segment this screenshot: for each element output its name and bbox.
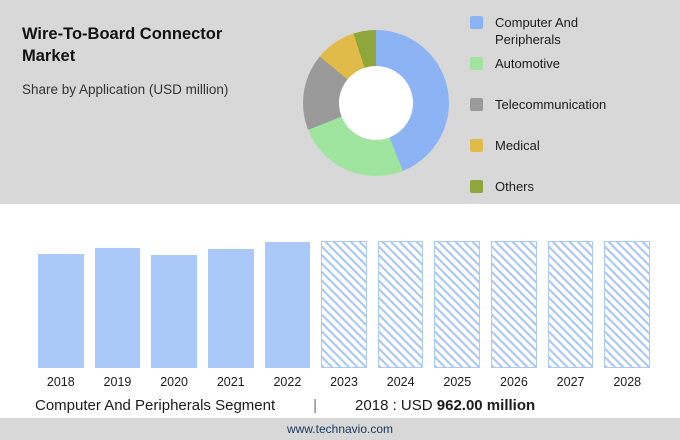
bar-2019 bbox=[94, 248, 141, 368]
page-title: Wire-To-Board Connector Market bbox=[22, 25, 223, 65]
legend-label: Others bbox=[495, 179, 535, 194]
caption-value-group: 2018 : USD 962.00 million bbox=[355, 397, 535, 414]
bar-column-2027: 2027 bbox=[547, 238, 594, 389]
legend-swatch bbox=[470, 57, 483, 70]
legend-label: Telecommunication bbox=[495, 97, 607, 112]
caption-separator: | bbox=[313, 396, 318, 414]
x-tick-2022: 2022 bbox=[273, 375, 302, 389]
footer: www.technavio.com bbox=[0, 418, 680, 440]
bar-column-2023: 2023 bbox=[321, 238, 367, 389]
bar-column-2021: 2021 bbox=[207, 238, 254, 389]
legend-swatch bbox=[470, 180, 483, 193]
bar-column-2026: 2026 bbox=[491, 238, 537, 389]
legend-item-computer-and-peripherals: Computer And Peripherals bbox=[470, 15, 625, 56]
header-panel: Wire-To-Board Connector Market Share by … bbox=[0, 0, 680, 204]
bar-2026 bbox=[491, 240, 537, 368]
legend-label: Medical bbox=[495, 138, 540, 153]
bar-2027 bbox=[547, 240, 594, 368]
bar-2028 bbox=[604, 240, 651, 368]
footer-url: www.technavio.com bbox=[286, 422, 394, 436]
bar-2022 bbox=[264, 241, 311, 368]
x-tick-2020: 2020 bbox=[160, 375, 188, 389]
legend-swatch bbox=[470, 98, 483, 111]
bar-2023 bbox=[321, 240, 367, 368]
bar-chart: 2018 2019 2020 2021 2022 2023 2024 2025 2026 2027… bbox=[38, 238, 651, 389]
caption-bar: Computer And Peripherals Segment | 2018 … bbox=[0, 392, 680, 418]
x-tick-2018: 2018 bbox=[46, 375, 75, 389]
bar-2018 bbox=[38, 254, 84, 368]
bar-column-2025: 2025 bbox=[434, 238, 481, 389]
donut-chart bbox=[303, 30, 449, 176]
donut-hole bbox=[339, 66, 413, 140]
bar-column-2018: 2018 bbox=[38, 238, 84, 389]
x-tick-2026: 2026 bbox=[500, 375, 528, 389]
x-tick-2025: 2025 bbox=[443, 375, 472, 389]
x-tick-2021: 2021 bbox=[216, 375, 245, 389]
x-tick-2023: 2023 bbox=[330, 375, 358, 389]
legend-swatch bbox=[470, 139, 483, 152]
caption-value: 962.00 million bbox=[436, 396, 536, 414]
page-subtitle: Share by Application (USD million) bbox=[22, 81, 229, 97]
x-tick-2019: 2019 bbox=[103, 375, 132, 389]
bar-column-2020: 2020 bbox=[151, 238, 197, 389]
bar-column-2024: 2024 bbox=[377, 238, 424, 389]
legend-label: Computer And Peripherals bbox=[495, 15, 579, 47]
legend-item-telecommunication: Telecommunication bbox=[470, 97, 625, 138]
x-tick-2024: 2024 bbox=[386, 375, 415, 389]
legend-item-medical: Medical bbox=[470, 138, 625, 179]
bar-column-2028: 2028 bbox=[604, 238, 651, 389]
caption-segment: Computer And Peripherals Segment bbox=[35, 396, 276, 414]
legend: Computer And Peripherals Automotive Teleco… bbox=[470, 15, 625, 220]
x-tick-2028: 2028 bbox=[613, 375, 642, 389]
legend-item-others: Others bbox=[470, 179, 625, 220]
title-block: Wire-To-Board Connector Market Share by … bbox=[22, 24, 274, 97]
legend-item-automotive: Automotive bbox=[470, 56, 625, 97]
bar-2024 bbox=[377, 240, 424, 368]
bar-column-2022: 2022 bbox=[264, 238, 311, 389]
bar-2025 bbox=[434, 240, 481, 368]
legend-label: Automotive bbox=[495, 56, 561, 71]
x-tick-2027: 2027 bbox=[556, 375, 585, 389]
legend-swatch bbox=[470, 16, 483, 29]
caption-year-label: 2018 : USD bbox=[355, 396, 433, 414]
bar-column-2019: 2019 bbox=[94, 238, 141, 389]
bar-2021 bbox=[207, 249, 254, 368]
bar-2020 bbox=[151, 255, 197, 368]
